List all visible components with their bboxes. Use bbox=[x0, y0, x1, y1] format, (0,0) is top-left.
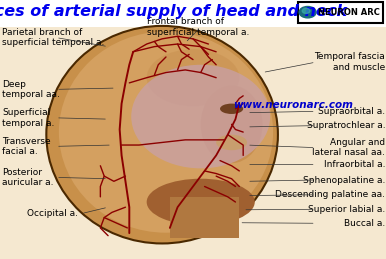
Text: Superior labial a.: Superior labial a. bbox=[308, 205, 385, 214]
Circle shape bbox=[299, 6, 316, 18]
Bar bbox=[0, 27, 386, 259]
Bar bbox=[170, 197, 239, 238]
Ellipse shape bbox=[131, 65, 270, 168]
Circle shape bbox=[302, 8, 310, 13]
Ellipse shape bbox=[220, 104, 243, 114]
Text: Temporal fascia
and muscle: Temporal fascia and muscle bbox=[315, 53, 385, 72]
Text: Buccal a.: Buccal a. bbox=[344, 219, 385, 228]
Text: Frontal branch of
superficial temporal a.: Frontal branch of superficial temporal a… bbox=[147, 18, 249, 37]
Ellipse shape bbox=[147, 49, 239, 106]
Text: Angular and
lateral nasal aa.: Angular and lateral nasal aa. bbox=[312, 138, 385, 157]
Text: Parietal branch of
superficial temporal a.: Parietal branch of superficial temporal … bbox=[2, 28, 104, 47]
FancyBboxPatch shape bbox=[298, 2, 383, 23]
Text: Sphenopalatine a.: Sphenopalatine a. bbox=[303, 176, 385, 184]
Text: Deep
temporal aa.: Deep temporal aa. bbox=[2, 80, 60, 99]
Text: Infraorbital a.: Infraorbital a. bbox=[324, 160, 385, 169]
Text: Supratrochlear a.: Supratrochlear a. bbox=[306, 121, 385, 130]
Text: sources of arterial supply of head and neck: sources of arterial supply of head and n… bbox=[0, 4, 347, 19]
Text: Descending palatine aa.: Descending palatine aa. bbox=[275, 190, 385, 199]
Text: Superficial
temporal a.: Superficial temporal a. bbox=[2, 108, 54, 127]
Text: NEURON ARC: NEURON ARC bbox=[318, 8, 380, 17]
Ellipse shape bbox=[201, 85, 262, 163]
Ellipse shape bbox=[216, 135, 247, 150]
Ellipse shape bbox=[147, 179, 255, 225]
Text: Supraorbital a.: Supraorbital a. bbox=[318, 107, 385, 116]
Text: Posterior
auricular a.: Posterior auricular a. bbox=[2, 168, 53, 187]
Text: Transverse
facial a.: Transverse facial a. bbox=[2, 137, 51, 156]
Ellipse shape bbox=[59, 32, 273, 233]
Text: Occipital a.: Occipital a. bbox=[27, 209, 78, 218]
Text: www.neuronarc.com: www.neuronarc.com bbox=[234, 100, 353, 110]
Ellipse shape bbox=[46, 26, 278, 243]
